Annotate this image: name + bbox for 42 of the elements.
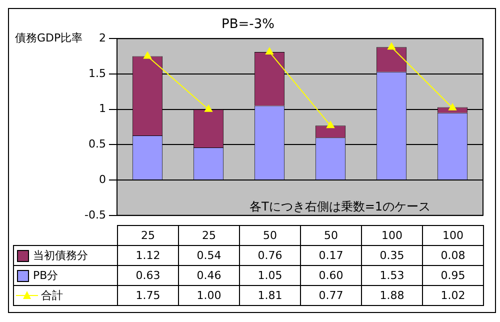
- data-label: 1.53: [362, 266, 422, 286]
- data-label: 0.35: [362, 246, 422, 266]
- data-label: 0.63: [118, 266, 178, 286]
- y-tick-label: 2: [99, 31, 106, 44]
- x-tick-label: 100: [362, 226, 422, 246]
- chart-title: PB=-3%: [222, 17, 274, 32]
- x-tick-label: 25: [178, 226, 240, 246]
- data-label: 1.02: [422, 286, 484, 306]
- x-tick-label: 50: [240, 226, 300, 246]
- data-label: 1.12: [118, 246, 178, 266]
- data-label: 1.00: [178, 286, 240, 306]
- y-tick-label: -0.5: [84, 208, 106, 222]
- data-label: 1.75: [118, 286, 178, 306]
- x-tick-label: 100: [422, 226, 484, 246]
- point: [266, 48, 274, 55]
- y-axis-title: 債務GDP比率: [15, 31, 83, 44]
- data-label: 1.81: [240, 286, 300, 306]
- point: [388, 42, 396, 50]
- data-label: 0.17: [300, 246, 362, 266]
- legend-label: 合計: [14, 286, 118, 306]
- y-tick-label: 0: [99, 172, 106, 186]
- data-label: 1.88: [362, 286, 422, 306]
- y-tick-label: 1: [99, 102, 106, 116]
- x-tick-label: 50: [300, 226, 362, 246]
- x-tick-label: 25: [118, 226, 178, 246]
- data-label: 0.76: [240, 246, 300, 266]
- data-label: 0.77: [300, 286, 362, 306]
- point: [204, 104, 212, 112]
- data-label: 0.08: [422, 246, 484, 266]
- y-tick-label: 0.5: [88, 138, 106, 151]
- data-label: 0.60: [300, 266, 362, 286]
- data-label: 1.05: [240, 266, 300, 286]
- point: [144, 52, 152, 59]
- legend-label: 当初債務分: [14, 246, 118, 266]
- point: [448, 103, 456, 110]
- point: [326, 121, 334, 128]
- data-label: 0.95: [422, 266, 484, 286]
- y-tick-label: 1.5: [88, 66, 106, 80]
- legend-label: PB分: [14, 266, 118, 286]
- annotation: 各Tにつき右側は乗数=1のケース: [249, 200, 431, 214]
- data-label: 0.46: [178, 266, 240, 286]
- data-label: 0.54: [178, 246, 240, 266]
